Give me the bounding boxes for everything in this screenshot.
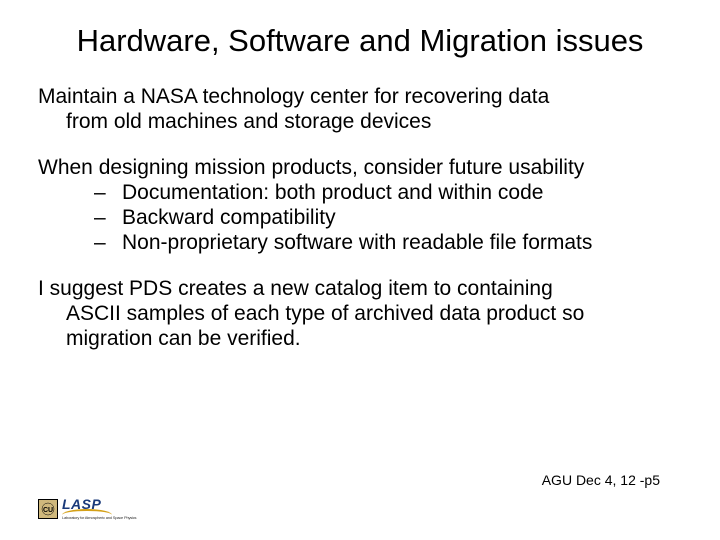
para3-line3: migration can be verified. <box>38 327 682 352</box>
bullet-item: – Backward compatibility <box>94 206 682 231</box>
lasp-subtitle: Laboratory for Atmospheric and Space Phy… <box>62 516 136 520</box>
bullet-text: Backward compatibility <box>122 206 336 231</box>
para1-line1: Maintain a NASA technology center for re… <box>38 85 682 110</box>
paragraph-1: Maintain a NASA technology center for re… <box>38 85 682 135</box>
lasp-logo-icon: LASP Laboratory for Atmospheric and Spac… <box>62 497 136 520</box>
para1-line2: from old machines and storage devices <box>38 110 682 135</box>
paragraph-2: When designing mission products, conside… <box>38 156 682 255</box>
logo-group: CU LASP Laboratory for Atmospheric and S… <box>38 497 136 520</box>
bullet-list: – Documentation: both product and within… <box>38 181 682 255</box>
slide-body: Maintain a NASA technology center for re… <box>38 85 682 352</box>
cu-logo-icon: CU <box>38 499 58 519</box>
slide-title: Hardware, Software and Migration issues <box>38 22 682 61</box>
dash-icon: – <box>94 231 122 256</box>
para3-line2: ASCII samples of each type of archived d… <box>38 302 682 327</box>
bullet-text: Non-proprietary software with readable f… <box>122 231 592 256</box>
para2-lead: When designing mission products, conside… <box>38 156 682 181</box>
para3-line1: I suggest PDS creates a new catalog item… <box>38 277 682 302</box>
slide: Hardware, Software and Migration issues … <box>0 0 720 540</box>
bullet-text: Documentation: both product and within c… <box>122 181 543 206</box>
dash-icon: – <box>94 181 122 206</box>
dash-icon: – <box>94 206 122 231</box>
svg-text:CU: CU <box>43 507 53 514</box>
footer-note: AGU Dec 4, 12 -p5 <box>542 472 660 488</box>
bullet-item: – Documentation: both product and within… <box>94 181 682 206</box>
bullet-item: – Non-proprietary software with readable… <box>94 231 682 256</box>
paragraph-3: I suggest PDS creates a new catalog item… <box>38 277 682 351</box>
